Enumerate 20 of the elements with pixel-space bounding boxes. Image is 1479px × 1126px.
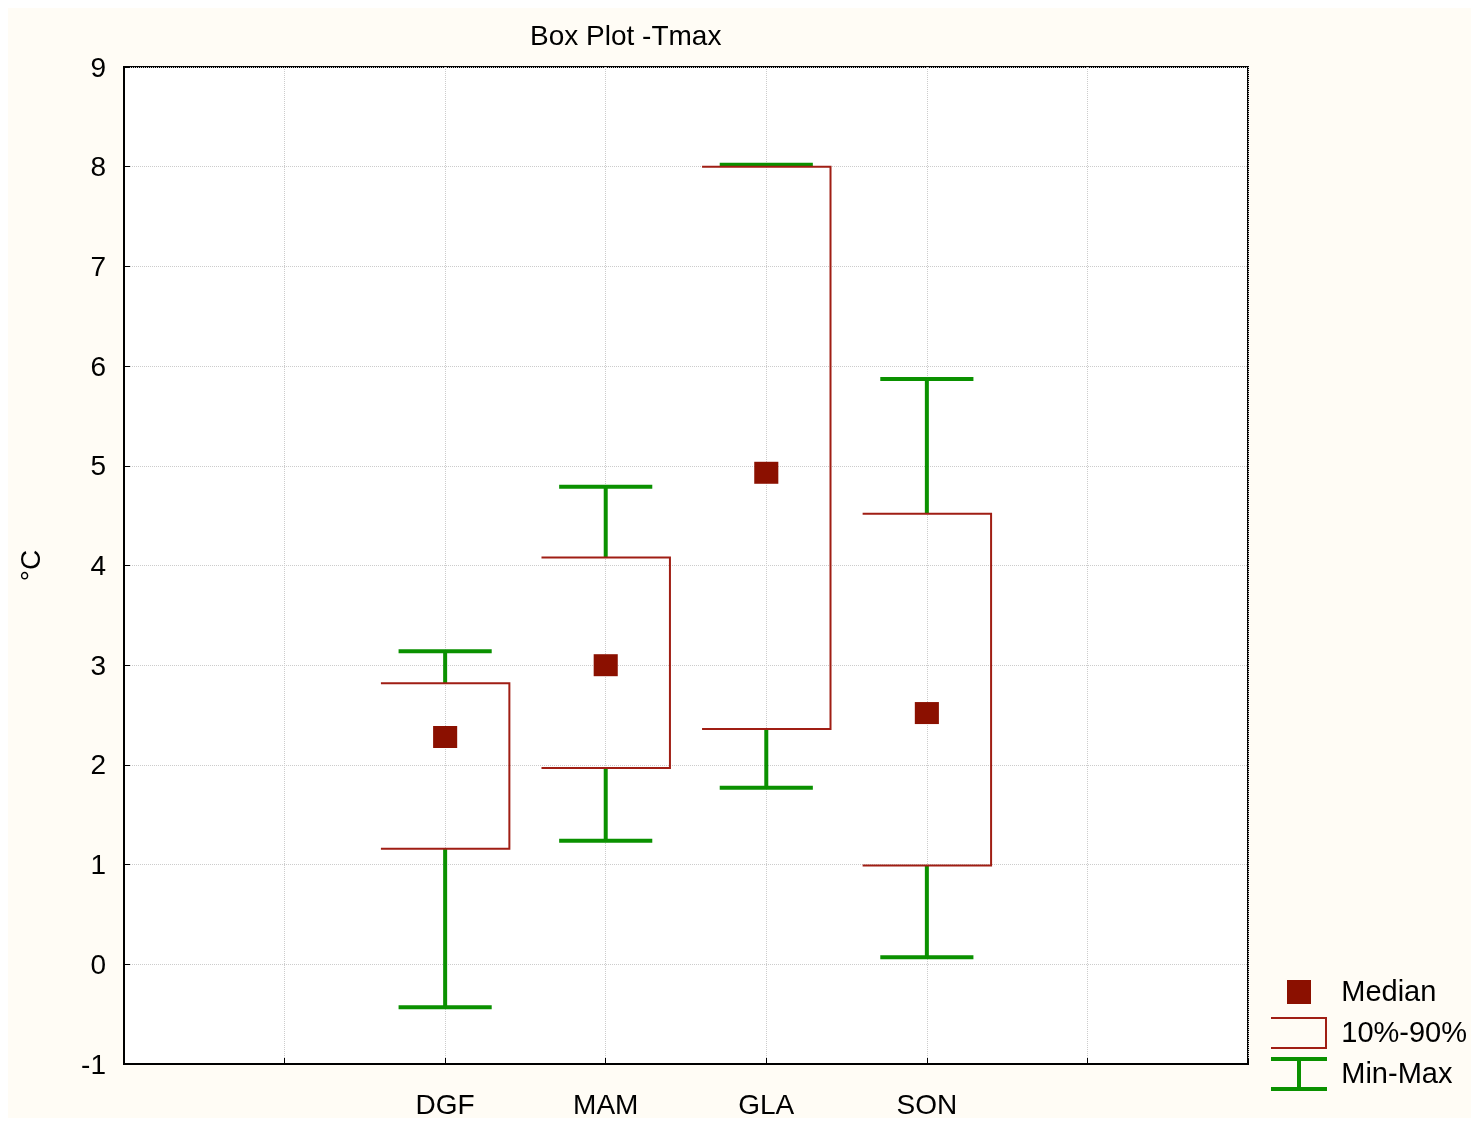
y-tick-label: 0 xyxy=(90,948,106,980)
y-tick-label: 4 xyxy=(90,550,106,581)
y-axis-title: °C xyxy=(14,549,46,582)
x-tick-label: GLA xyxy=(738,1088,795,1120)
y-tick-label: -1 xyxy=(81,1048,106,1080)
chart-title: Box Plot -Tmax xyxy=(530,19,722,51)
x-tick-label: DGF xyxy=(415,1088,475,1120)
y-tick-label: 8 xyxy=(90,151,106,183)
x-tick-label: SON xyxy=(896,1088,958,1120)
x-tick-label: MAM xyxy=(573,1088,639,1120)
y-tick-label: 5 xyxy=(90,450,106,482)
y-tick-label: 2 xyxy=(90,749,106,781)
y-tick-label: 1 xyxy=(90,849,106,881)
text: Median xyxy=(1341,975,1437,1008)
y-tick-label: 3 xyxy=(90,649,106,681)
text: 10%-90% xyxy=(1341,1016,1467,1049)
y-tick-label: 9 xyxy=(90,51,106,83)
y-tick-label: 7 xyxy=(90,250,106,282)
text: Min-Max xyxy=(1341,1057,1453,1090)
y-tick-label: 6 xyxy=(90,350,106,382)
